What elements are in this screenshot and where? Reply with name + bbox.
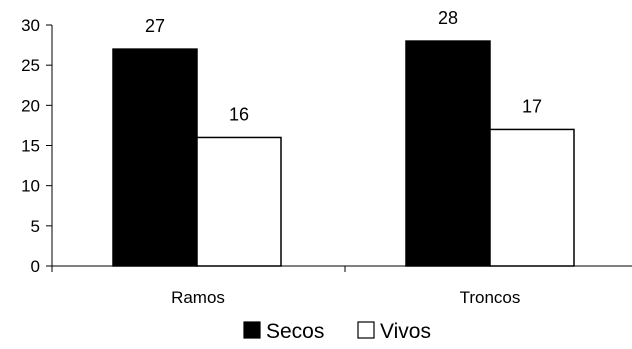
y-tick-label: 0 <box>31 257 40 276</box>
legend-label-secos: Secos <box>266 320 324 343</box>
y-tick-label: 5 <box>31 217 40 236</box>
legend-swatch-vivos <box>357 321 375 339</box>
y-tick-label: 15 <box>21 137 40 156</box>
y-tick-label: 10 <box>21 177 40 196</box>
legend-swatch-secos <box>243 321 261 339</box>
y-tick-label: 20 <box>21 96 40 115</box>
bar-secos-troncos <box>405 40 491 267</box>
bar-secos-ramos <box>112 48 198 267</box>
x-axis: Ramos Troncos <box>51 265 632 307</box>
data-label: 17 <box>522 96 542 116</box>
legend-label-vivos: Vivos <box>380 320 431 343</box>
data-label: 28 <box>438 8 458 28</box>
bars: 27 28 16 17 <box>112 8 575 267</box>
y-axis: 0 5 10 15 20 25 30 <box>21 16 53 276</box>
x-category-label: Ramos <box>171 288 225 307</box>
bar-vivos-troncos <box>489 128 575 267</box>
x-category-label: Troncos <box>460 288 521 307</box>
bar-vivos-ramos <box>196 136 282 267</box>
data-label: 16 <box>229 104 249 124</box>
y-tick-label: 25 <box>21 56 40 75</box>
y-tick-label: 30 <box>21 16 40 35</box>
data-label: 27 <box>145 16 165 36</box>
legend: Secos Vivos <box>243 320 431 343</box>
